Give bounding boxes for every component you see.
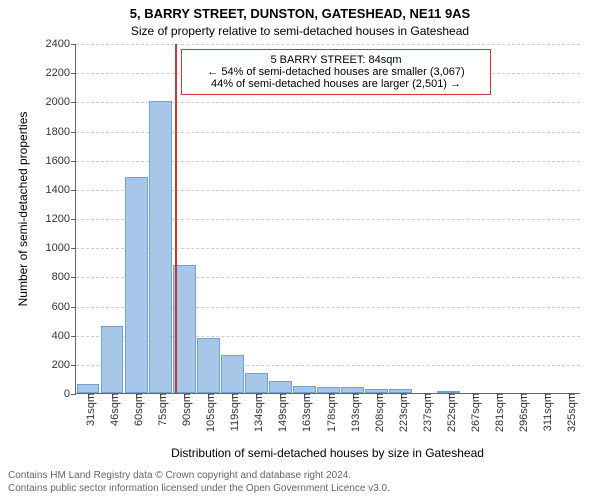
ytick-label: 1800 — [46, 126, 76, 138]
ytick-label: 800 — [52, 271, 76, 283]
xtick-label: 208sqm — [368, 393, 386, 432]
xtick-label: 325sqm — [560, 393, 578, 432]
histogram-bar — [245, 373, 268, 393]
ytick-label: 200 — [52, 359, 76, 371]
ytick-label: 1600 — [46, 155, 76, 167]
property-marker-line — [175, 44, 177, 393]
y-axis-label: Number of semi-detached properties — [16, 79, 30, 339]
xtick-label: 252sqm — [440, 393, 458, 432]
chart-subtitle: Size of property relative to semi-detach… — [0, 24, 600, 38]
xtick-label: 237sqm — [416, 393, 434, 432]
ytick-label: 0 — [64, 388, 76, 400]
histogram-bar — [77, 384, 100, 393]
ytick-label: 600 — [52, 301, 76, 313]
x-axis-label: Distribution of semi-detached houses by … — [75, 446, 580, 460]
annotation-line: 44% of semi-detached houses are larger (… — [190, 78, 482, 90]
chart-container: 5, BARRY STREET, DUNSTON, GATESHEAD, NE1… — [0, 0, 600, 500]
ytick-label: 1000 — [46, 242, 76, 254]
ytick-label: 2000 — [46, 96, 76, 108]
ytick-label: 2200 — [46, 67, 76, 79]
histogram-bar — [293, 386, 316, 393]
xtick-label: 149sqm — [271, 393, 289, 432]
xtick-label: 105sqm — [199, 393, 217, 432]
xtick-label: 178sqm — [320, 393, 338, 432]
ytick-label: 1400 — [46, 184, 76, 196]
ytick-label: 400 — [52, 330, 76, 342]
histogram-bar — [125, 177, 148, 393]
xtick-label: 31sqm — [79, 393, 97, 426]
footer-line-1: Contains HM Land Registry data © Crown c… — [8, 470, 351, 481]
histogram-bar — [101, 326, 124, 393]
ytick-label: 2400 — [46, 38, 76, 50]
histogram-bar — [197, 338, 220, 393]
gridline-h — [76, 44, 580, 45]
xtick-label: 90sqm — [175, 393, 193, 426]
xtick-label: 134sqm — [247, 393, 265, 432]
annotation-line: ← 54% of semi-detached houses are smalle… — [190, 66, 482, 78]
xtick-label: 119sqm — [223, 393, 241, 431]
ytick-label: 1200 — [46, 213, 76, 225]
xtick-label: 193sqm — [344, 393, 362, 432]
histogram-bar — [221, 355, 244, 393]
xtick-label: 75sqm — [151, 393, 169, 426]
annotation-box: 5 BARRY STREET: 84sqm← 54% of semi-detac… — [181, 49, 491, 95]
xtick-label: 281sqm — [488, 393, 506, 432]
annotation-line: 5 BARRY STREET: 84sqm — [190, 54, 482, 66]
footer-line-2: Contains public sector information licen… — [8, 483, 390, 494]
xtick-label: 223sqm — [392, 393, 410, 432]
xtick-label: 296sqm — [512, 393, 530, 432]
plot-area: 0200400600800100012001400160018002000220… — [75, 44, 580, 394]
histogram-bar — [269, 381, 292, 393]
histogram-bar — [149, 101, 172, 393]
xtick-label: 60sqm — [127, 393, 145, 426]
xtick-label: 163sqm — [295, 393, 313, 432]
xtick-label: 267sqm — [464, 393, 482, 432]
xtick-label: 311sqm — [536, 393, 554, 431]
xtick-label: 46sqm — [103, 393, 121, 426]
chart-title: 5, BARRY STREET, DUNSTON, GATESHEAD, NE1… — [0, 6, 600, 21]
